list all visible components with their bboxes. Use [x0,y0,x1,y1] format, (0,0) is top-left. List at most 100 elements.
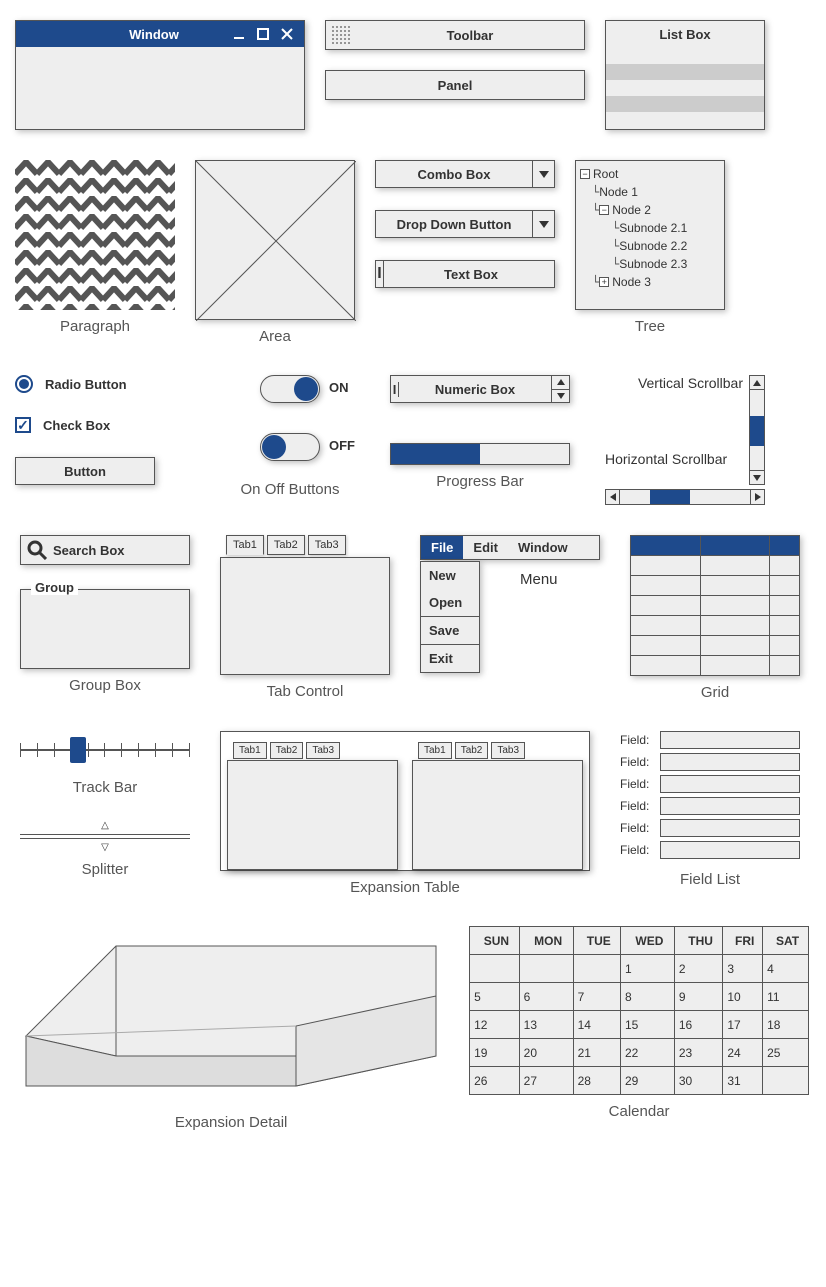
grid-cell[interactable] [700,556,770,576]
calendar-day[interactable]: 7 [573,983,620,1011]
calendar-day[interactable]: 3 [723,955,763,983]
numeric-box[interactable]: I Numeric Box [390,375,570,403]
menu-open[interactable]: Open [421,589,479,616]
field-input[interactable] [660,797,800,815]
splitter[interactable]: △ ▽ [20,820,190,853]
calendar-day[interactable]: 19 [470,1039,520,1067]
tab[interactable]: Tab3 [306,742,340,759]
grid-cell[interactable] [770,616,800,636]
tree-node[interactable]: └+Node 3 [580,273,720,291]
tab[interactable]: Tab2 [267,535,305,555]
calendar-day[interactable]: 17 [723,1011,763,1039]
calendar-day[interactable]: 4 [763,955,809,983]
grid-cell[interactable] [631,556,701,576]
tree-node[interactable]: └Subnode 2.3 [580,255,720,273]
grid-cell[interactable] [631,616,701,636]
grid-cell[interactable] [770,656,800,676]
field-input[interactable] [660,775,800,793]
tree-node[interactable]: └−Node 2 [580,201,720,219]
menu-window[interactable]: Window [508,536,578,559]
calendar-day[interactable]: 25 [763,1039,809,1067]
collapse-icon[interactable]: − [580,169,590,179]
tree-node[interactable]: −Root [580,165,720,183]
spin-up-icon[interactable] [552,376,569,390]
grid-header[interactable] [631,536,701,556]
grid-cell[interactable] [700,596,770,616]
list-item[interactable] [606,112,764,128]
tab[interactable]: Tab2 [455,742,489,759]
list-box[interactable]: List Box [605,20,765,130]
list-item[interactable] [606,96,764,112]
minimize-icon[interactable] [230,25,248,43]
tree-node[interactable]: └Subnode 2.2 [580,237,720,255]
scroll-thumb[interactable] [650,490,690,504]
calendar-day[interactable]: 18 [763,1011,809,1039]
calendar-day[interactable]: 9 [674,983,722,1011]
calendar-day[interactable]: 16 [674,1011,722,1039]
splitter-down-icon[interactable]: ▽ [20,842,190,853]
tab[interactable]: Tab1 [418,742,452,759]
list-item[interactable] [606,80,764,96]
radio-button[interactable]: Radio Button [15,375,127,393]
calendar-day[interactable]: 5 [470,983,520,1011]
field-input[interactable] [660,753,800,771]
scroll-thumb[interactable] [750,416,764,446]
radio-icon[interactable] [15,375,33,393]
grid-cell[interactable] [700,636,770,656]
calendar-day[interactable] [519,955,573,983]
list-item[interactable] [606,48,764,64]
calendar-day[interactable] [763,1067,809,1095]
calendar-day[interactable]: 10 [723,983,763,1011]
tree-node[interactable]: └Node 1 [580,183,720,201]
calendar-day[interactable]: 22 [620,1039,674,1067]
calendar-day[interactable]: 8 [620,983,674,1011]
calendar-day[interactable] [573,955,620,983]
calendar-day[interactable]: 30 [674,1067,722,1095]
menu-exit[interactable]: Exit [421,644,479,672]
vertical-scrollbar[interactable] [749,375,765,485]
tree-view[interactable]: −Root └Node 1 └−Node 2 └Subnode 2.1 └Sub… [575,160,725,310]
grid[interactable] [630,535,800,676]
grid-cell[interactable] [700,576,770,596]
calendar-day[interactable]: 6 [519,983,573,1011]
tree-node[interactable]: └Subnode 2.1 [580,219,720,237]
scroll-left-icon[interactable] [606,490,620,504]
window-titlebar[interactable]: Window [16,21,304,47]
spinner[interactable] [551,376,569,402]
chevron-down-icon[interactable] [532,211,554,237]
calendar-day[interactable]: 31 [723,1067,763,1095]
expand-icon[interactable]: + [599,277,609,287]
field-input[interactable] [660,841,800,859]
calendar-day[interactable]: 14 [573,1011,620,1039]
scroll-down-icon[interactable] [750,470,764,484]
horizontal-scrollbar[interactable] [605,489,765,505]
calendar-day[interactable]: 28 [573,1067,620,1095]
calendar-day[interactable]: 15 [620,1011,674,1039]
calendar-day[interactable]: 26 [470,1067,520,1095]
calendar-day[interactable]: 11 [763,983,809,1011]
text-box[interactable]: I Text Box [375,260,555,288]
close-icon[interactable] [278,25,296,43]
calendar-day[interactable]: 20 [519,1039,573,1067]
field-input[interactable] [660,731,800,749]
calendar-day[interactable]: 2 [674,955,722,983]
toggle-off[interactable]: OFF [260,433,320,461]
calendar-day[interactable]: 13 [519,1011,573,1039]
calendar[interactable]: SUN MON TUE WED THU FRI SAT 1234 5678910… [469,926,809,1095]
grid-cell[interactable] [770,596,800,616]
menu-save[interactable]: Save [421,616,479,644]
drop-down-button[interactable]: Drop Down Button [375,210,555,238]
calendar-day[interactable]: 21 [573,1039,620,1067]
scroll-right-icon[interactable] [750,490,764,504]
tab[interactable]: Tab2 [270,742,304,759]
scroll-up-icon[interactable] [750,376,764,390]
checkbox-icon[interactable]: ✓ [15,417,31,433]
field-input[interactable] [660,819,800,837]
search-box[interactable]: Search Box [20,535,190,565]
combo-box[interactable]: Combo Box [375,160,555,188]
toggle-on[interactable]: ON [260,375,320,403]
grid-cell[interactable] [700,656,770,676]
tab[interactable]: Tab1 [233,742,267,759]
chevron-down-icon[interactable] [532,161,554,187]
calendar-day[interactable]: 29 [620,1067,674,1095]
